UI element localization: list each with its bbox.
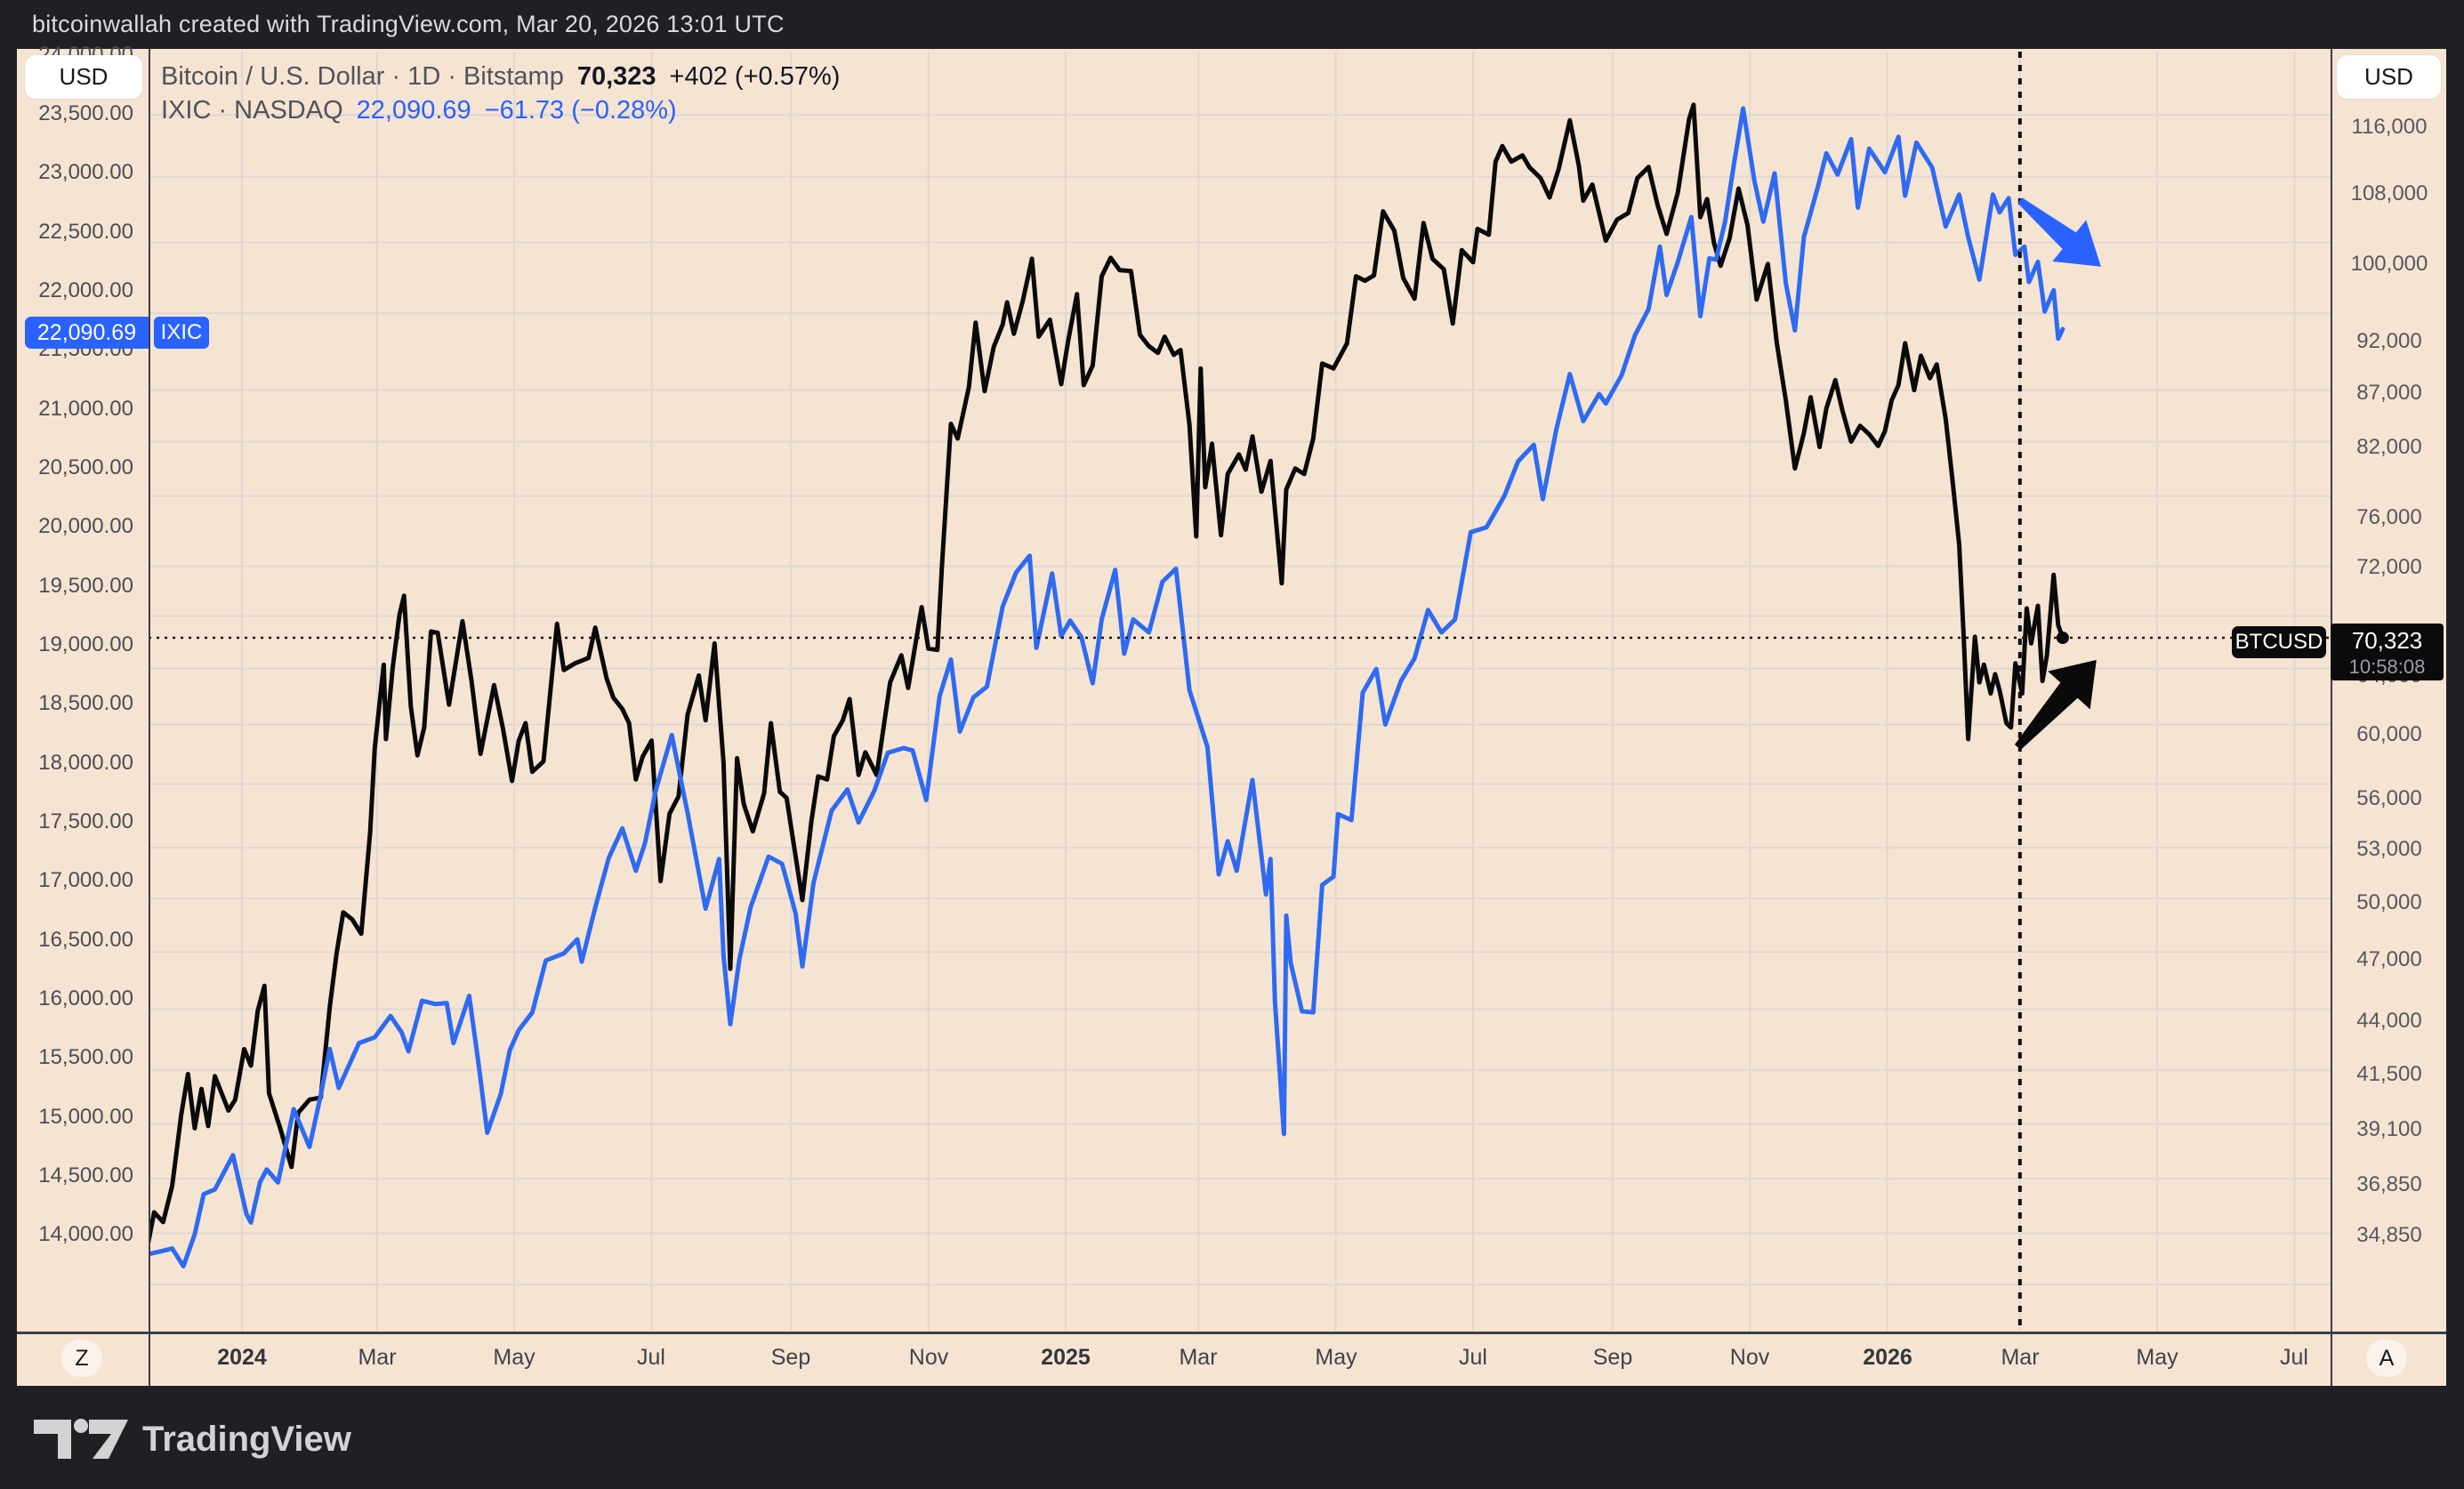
time-axis-label: Jul <box>637 1345 665 1370</box>
left-axis-tick: 14,000.00 <box>38 1222 133 1246</box>
right-axis-tick: 39,100 <box>2356 1117 2422 1141</box>
time-axis-label: 2024 <box>217 1345 267 1370</box>
btcusd-last-price: 70,323 <box>576 62 656 91</box>
tradingview-logo-icon: TradingView <box>34 1419 352 1459</box>
time-axis-label: May <box>493 1345 535 1370</box>
left-axis-tick: 20,000.00 <box>38 514 133 538</box>
left-axis-tick: 17,000.00 <box>38 868 133 892</box>
right-axis-tick: 36,850 <box>2356 1172 2422 1196</box>
left-axis-tick: 18,000.00 <box>38 751 133 775</box>
ixic-series-line[interactable] <box>149 106 2065 1268</box>
time-axis-label: May <box>2136 1345 2178 1370</box>
right-axis-tick: 108,000 <box>2350 181 2428 205</box>
legend-row-btcusd: Bitcoin / U.S. Dollar · 1D · Bitstamp 70… <box>161 60 840 93</box>
right-axis-tick: 72,000 <box>2356 555 2422 579</box>
tradingview-watermark[interactable]: TradingView <box>34 1409 390 1464</box>
left-axis-tick: 22,000.00 <box>38 278 133 302</box>
right-axis-tick: 56,000 <box>2356 786 2422 810</box>
attribution-text: bitcoinwallah created with TradingView.c… <box>32 11 785 37</box>
last-price-dot <box>2056 632 2069 644</box>
time-axis-label: Nov <box>1729 1345 1770 1370</box>
time-axis-label: May <box>1315 1345 1357 1370</box>
symbol-legend: Bitcoin / U.S. Dollar · 1D · Bitstamp 70… <box>161 60 840 127</box>
left-axis-tick: 14,500.00 <box>38 1163 133 1187</box>
attribution-bar: bitcoinwallah created with TradingView.c… <box>0 0 2464 49</box>
time-axis-label: Jul <box>1459 1345 1487 1370</box>
ixic-symbol-description[interactable]: IXIC · NASDAQ <box>161 96 343 125</box>
time-axis-label: Mar <box>1179 1345 1218 1370</box>
right-axis-currency-button[interactable]: USD <box>2337 55 2441 99</box>
left-axis-tick: 19,000.00 <box>38 632 133 656</box>
right-axis-tick: 100,000 <box>2350 252 2428 276</box>
btcusd-series-line[interactable] <box>149 102 2065 1250</box>
left-axis-tick: 16,500.00 <box>38 928 133 952</box>
right-axis-tick: 50,000 <box>2356 890 2422 914</box>
btcusd-change: +402 (+0.57%) <box>669 62 841 91</box>
time-axis-label: Sep <box>1592 1345 1633 1370</box>
btcusd-symbol-tag: BTCUSD <box>2232 626 2326 658</box>
left-axis-tick: 23,500.00 <box>38 101 133 125</box>
left-axis-tick: 15,500.00 <box>38 1045 133 1069</box>
left-axis-tick: 16,000.00 <box>38 986 133 1010</box>
right-axis-tick: 41,500 <box>2356 1062 2422 1086</box>
right-axis-tick: 92,000 <box>2356 329 2422 353</box>
time-axis-label: 2026 <box>1863 1345 1912 1370</box>
right-axis-divider <box>2331 49 2332 1386</box>
right-axis-tick: 44,000 <box>2356 1009 2422 1033</box>
price-chart-plot[interactable] <box>149 52 2331 1332</box>
chart-panel[interactable]: Bitcoin / U.S. Dollar · 1D · Bitstamp 70… <box>17 43 2446 1386</box>
btcusd-price-value: 70,323 <box>2351 627 2423 654</box>
left-axis-tick: 15,000.00 <box>38 1105 133 1129</box>
btcusd-bar-countdown: 10:58:08 <box>2348 656 2426 678</box>
left-axis-currency-button[interactable]: USD <box>25 55 142 99</box>
right-axis-tick: 34,850 <box>2356 1223 2422 1247</box>
auto-scale-button[interactable]: A <box>2366 1340 2407 1377</box>
time-axis-label: Mar <box>2001 1345 2040 1370</box>
left-axis-tick: 19,500.00 <box>38 574 133 598</box>
btc-up-arrow[interactable] <box>2014 659 2097 750</box>
time-axis-divider <box>17 1332 2446 1334</box>
right-axis-tick: 60,000 <box>2356 722 2422 746</box>
time-axis-label: Jul <box>2280 1345 2308 1370</box>
left-axis-tick: 21,000.00 <box>38 397 133 421</box>
left-axis-tick: 23,000.00 <box>38 160 133 184</box>
time-axis-label: 2025 <box>1041 1345 1091 1370</box>
ixic-change: −61.73 (−0.28%) <box>484 96 677 125</box>
left-axis-tick: 20,500.00 <box>38 455 133 479</box>
time-axis-label: Mar <box>358 1345 397 1370</box>
left-axis-tick: 17,500.00 <box>38 809 133 833</box>
time-axis-label: Sep <box>770 1345 811 1370</box>
left-axis-divider <box>149 49 150 1386</box>
timezone-button[interactable]: Z <box>61 1340 102 1377</box>
btcusd-symbol-description[interactable]: Bitcoin / U.S. Dollar · 1D · Bitstamp <box>161 62 564 91</box>
right-axis-tick: 82,000 <box>2356 435 2422 459</box>
right-axis-tick: 87,000 <box>2356 381 2422 405</box>
legend-row-ixic: IXIC · NASDAQ 22,090.69 −61.73 (−0.28%) <box>161 93 840 127</box>
ixic-price-label: 22,090.69 <box>25 317 149 349</box>
ixic-down-arrow[interactable] <box>2017 197 2101 267</box>
right-axis-tick: 116,000 <box>2351 115 2428 139</box>
tradingview-wordmark: TradingView <box>142 1420 352 1459</box>
ixic-last-price: 22,090.69 <box>356 96 471 125</box>
right-axis-tick: 47,000 <box>2356 947 2422 971</box>
btcusd-price-label: 70,323 10:58:08 <box>2331 624 2444 680</box>
right-axis-tick: 76,000 <box>2356 505 2422 529</box>
left-axis-tick: 18,500.00 <box>38 691 133 715</box>
ixic-symbol-tag: IXIC <box>154 317 209 349</box>
right-axis-tick: 53,000 <box>2356 837 2422 861</box>
time-axis-label: Nov <box>908 1345 949 1370</box>
left-axis-tick: 22,500.00 <box>38 220 133 244</box>
